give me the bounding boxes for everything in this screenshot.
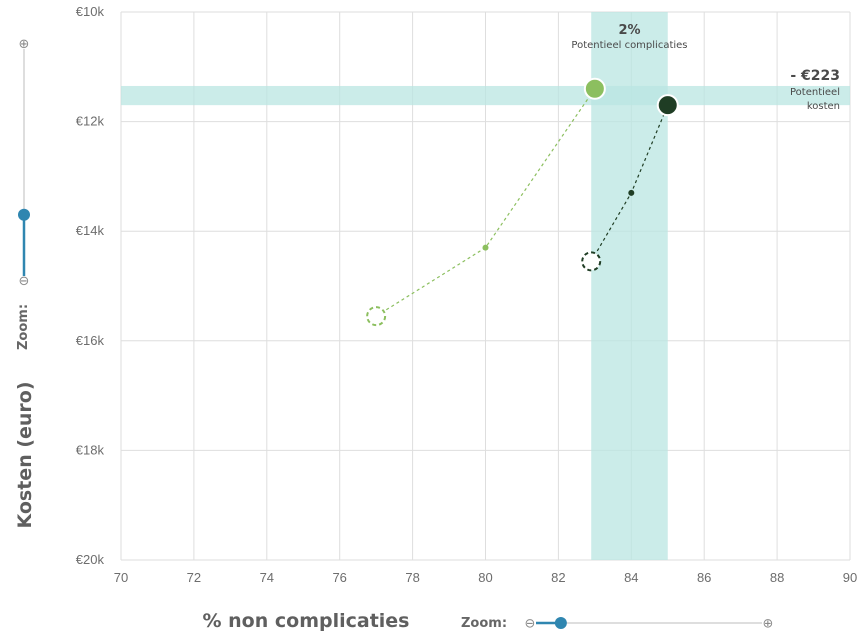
x-tick-label: 74 [260,570,274,585]
x-tick-label: 80 [478,570,492,585]
band-x-value: 2% [618,23,640,38]
zoom-y-label: Zoom: [16,304,31,350]
x-tick-label: 88 [770,570,784,585]
zoom-y-minus-icon[interactable]: ⊖ [19,274,30,289]
zoom-x-control: Zoom: ⊖ ⊕ [461,616,773,632]
series-0-end-point [583,77,606,100]
zoom-x-minus-icon[interactable]: ⊖ [525,617,536,632]
zoom-x-plus-icon[interactable]: ⊕ [763,617,774,632]
y-tick-label: €16k [76,333,105,348]
y-axis-title: Kosten (euro) [14,381,36,528]
zoom-y-control: ⊕ ⊖ Zoom: [16,37,31,350]
y-tick-label: €20k [76,552,105,567]
y-tick-label: €14k [76,223,105,238]
series-1-end-point [656,94,679,117]
zoom-x-handle[interactable] [554,617,567,629]
series-1-start-point [581,251,602,272]
series-0-start-point [366,306,387,327]
band-y-label-line2: kosten [807,101,840,112]
series-0-mid-point [482,244,489,251]
y-tick-label: €10k [76,4,105,19]
band-y-label-line1: Potentieel [790,87,840,98]
x-tick-label: 84 [624,570,638,585]
x-axis-title: % non complicaties [203,610,410,632]
band-y-rect [121,85,850,106]
zoom-y-plus-icon[interactable]: ⊕ [19,37,30,52]
band-x-label: Potentieel complicaties [571,40,687,51]
x-tick-label: 72 [187,570,201,585]
zoom-x-label: Zoom: [461,616,507,631]
y-tick-label: €12k [76,114,105,129]
band-y-value: - €223 [790,68,840,84]
annotations: 2% Potentieel complicaties - €223 Potent… [571,23,840,112]
x-tick-label: 78 [405,570,419,585]
x-tick-label: 90 [843,570,857,585]
x-tick-label: 70 [114,570,128,585]
series-1-mid-point [628,189,635,196]
zoom-y-handle[interactable] [18,208,30,221]
x-tick-label: 76 [332,570,346,585]
y-tick-label: €18k [76,442,105,457]
tick-labels: 70 72 74 76 78 80 82 84 86 88 90 €10k €12k €14k €16k €1… [76,4,857,585]
x-tick-label: 86 [697,570,711,585]
x-tick-label: 82 [551,570,565,585]
series-0-line [375,88,596,317]
series [366,77,679,327]
